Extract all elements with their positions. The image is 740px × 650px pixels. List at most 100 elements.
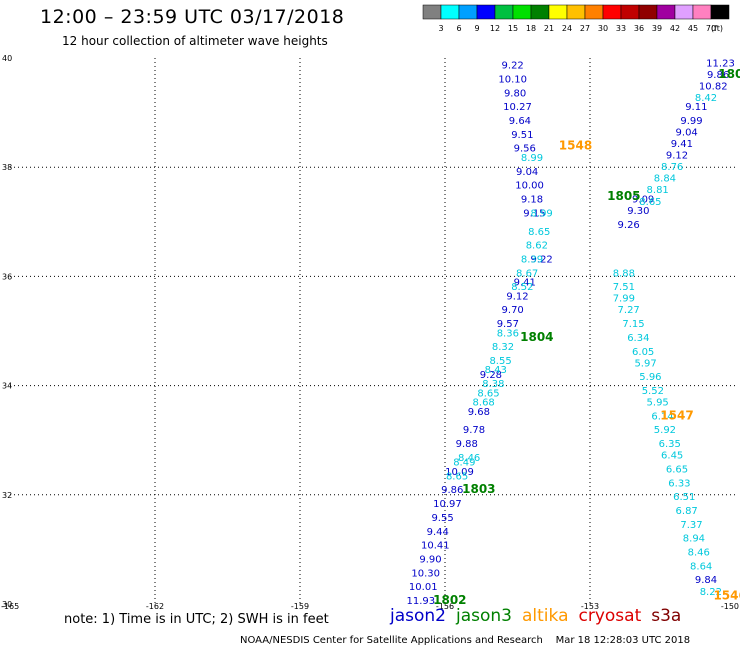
swh-value: 6.33 bbox=[668, 478, 690, 489]
scale-unit: (ft) bbox=[711, 24, 723, 33]
scale-label: 27 bbox=[580, 24, 590, 33]
scale-label: 39 bbox=[652, 24, 662, 33]
swh-value: 9.22 bbox=[502, 61, 524, 72]
swh-value: 9.44 bbox=[427, 527, 449, 538]
swh-value: 8.88 bbox=[613, 268, 635, 279]
x-tick-label: -159 bbox=[291, 602, 309, 610]
swh-value: 10.82 bbox=[699, 81, 728, 92]
y-tick-label: 40 bbox=[2, 54, 12, 63]
swh-value: 9.11 bbox=[685, 102, 707, 113]
swh-value: 8.67 bbox=[516, 268, 538, 279]
pass-time-label: 1805 bbox=[607, 189, 640, 203]
swh-value: 9.04 bbox=[516, 167, 538, 178]
title-date: 03/17/2018 bbox=[229, 6, 345, 28]
x-tick-label: -150 bbox=[721, 602, 739, 610]
pass-time-label: 1806 bbox=[718, 67, 740, 81]
pass-time-label: 1548 bbox=[559, 138, 592, 152]
scale-label: 42 bbox=[670, 24, 680, 33]
scale-label: 30 bbox=[598, 24, 608, 33]
scale-label: 12 bbox=[490, 24, 500, 33]
swh-value: 8.46 bbox=[458, 453, 480, 464]
swh-value: 5.97 bbox=[634, 358, 656, 369]
swh-value: 10.41 bbox=[421, 541, 450, 552]
swh-value: 6.87 bbox=[676, 506, 698, 517]
swh-value: 11.93 bbox=[407, 596, 436, 607]
swh-value: 9.18 bbox=[521, 194, 543, 205]
pass-time-label: 1546 bbox=[713, 588, 740, 602]
swh-value: 7.27 bbox=[618, 305, 640, 316]
swh-value: 9.04 bbox=[676, 128, 698, 139]
swh-value: 9.15 bbox=[523, 208, 545, 219]
swh-value: 8.65 bbox=[639, 197, 661, 208]
y-tick-label: 34 bbox=[2, 382, 12, 391]
swh-value: 6.05 bbox=[632, 347, 654, 358]
legend-jason3: jason3 bbox=[456, 606, 512, 626]
scale-label: 33 bbox=[616, 24, 626, 33]
swh-value: 10.10 bbox=[498, 74, 527, 85]
scale-label: 18 bbox=[526, 24, 536, 33]
swh-value: 9.86 bbox=[441, 485, 463, 496]
note-text: note: 1) Time is in UTC; 2) SWH is in fe… bbox=[64, 612, 329, 627]
swh-value: 8.43 bbox=[485, 365, 507, 376]
map-subtitle: 12 hour collection of altimeter wave hei… bbox=[62, 34, 328, 48]
title-end: 23:59 bbox=[120, 6, 178, 28]
swh-value: 10.27 bbox=[503, 102, 532, 113]
swh-value: 7.51 bbox=[613, 282, 635, 293]
scale-label: 15 bbox=[508, 24, 518, 33]
swh-value: 9.90 bbox=[419, 554, 441, 565]
swh-value: 8.42 bbox=[695, 93, 717, 104]
pass-time-label: 1804 bbox=[520, 330, 553, 344]
y-tick-label: 30 bbox=[2, 600, 12, 609]
swh-value: 9.28 bbox=[480, 370, 502, 381]
swh-value: 9.12 bbox=[666, 151, 688, 162]
pass-time-label: 1547 bbox=[660, 408, 693, 422]
scale-label: 45 bbox=[688, 24, 698, 33]
scale-swatch bbox=[710, 4, 730, 20]
swh-value: 9.51 bbox=[511, 130, 533, 141]
y-tick-label: 32 bbox=[2, 491, 12, 500]
credit-text: NOAA/NESDIS Center for Satellite Applica… bbox=[240, 635, 543, 646]
swh-value: 8.36 bbox=[497, 328, 519, 339]
swh-value: 9.78 bbox=[463, 425, 485, 436]
scale-label: 3 bbox=[438, 24, 443, 33]
swh-value: 7.99 bbox=[613, 294, 635, 305]
swh-value: 9.86 bbox=[707, 70, 729, 81]
swh-value: 9.68 bbox=[468, 407, 490, 418]
swh-value: 10.09 bbox=[445, 467, 474, 478]
swh-value: 7.15 bbox=[622, 319, 644, 330]
swh-value: 8.84 bbox=[654, 174, 676, 185]
swh-value: 6.34 bbox=[627, 333, 649, 344]
swh-value: 8.99 bbox=[521, 153, 543, 164]
y-tick-label: 38 bbox=[2, 163, 12, 172]
swh-value: 8.99 bbox=[531, 208, 553, 219]
swh-value: 9.80 bbox=[504, 88, 526, 99]
swh-value: 9.64 bbox=[509, 116, 531, 127]
satellite-legend: jason2 jason3 altika cryosat s3a bbox=[390, 606, 691, 626]
swh-value: 8.65 bbox=[477, 388, 499, 399]
credit-line: NOAA/NESDIS Center for Satellite Applica… bbox=[240, 635, 690, 646]
scale-label: 36 bbox=[634, 24, 644, 33]
swh-value: 9.55 bbox=[431, 513, 453, 524]
swh-value: 8.94 bbox=[683, 534, 705, 545]
swh-value: 8.39 bbox=[521, 254, 543, 265]
title-tz: UTC bbox=[184, 6, 224, 28]
swh-value: 6.35 bbox=[659, 439, 681, 450]
swh-value: 10.00 bbox=[515, 181, 544, 192]
x-tick-label: -153 bbox=[581, 602, 599, 610]
swh-value: 8.46 bbox=[688, 548, 710, 559]
swh-value: 9.84 bbox=[695, 575, 717, 586]
scale-label: 21 bbox=[544, 24, 554, 33]
scale-label: 9 bbox=[474, 24, 479, 33]
swh-value: 5.96 bbox=[639, 372, 661, 383]
swh-value: 6.51 bbox=[673, 492, 695, 503]
swh-value: 8.49 bbox=[453, 458, 475, 469]
swh-value: 6.65 bbox=[666, 464, 688, 475]
swh-value: 5.95 bbox=[647, 398, 669, 409]
swh-value: 10.01 bbox=[409, 582, 438, 593]
swh-value: 9.30 bbox=[627, 206, 649, 217]
swh-value: 8.32 bbox=[492, 342, 514, 353]
scale-label: 6 bbox=[456, 24, 461, 33]
swh-value: 8.52 bbox=[511, 282, 533, 293]
pass-time-label: 1803 bbox=[462, 482, 495, 496]
swh-value: 9.41 bbox=[671, 139, 693, 150]
